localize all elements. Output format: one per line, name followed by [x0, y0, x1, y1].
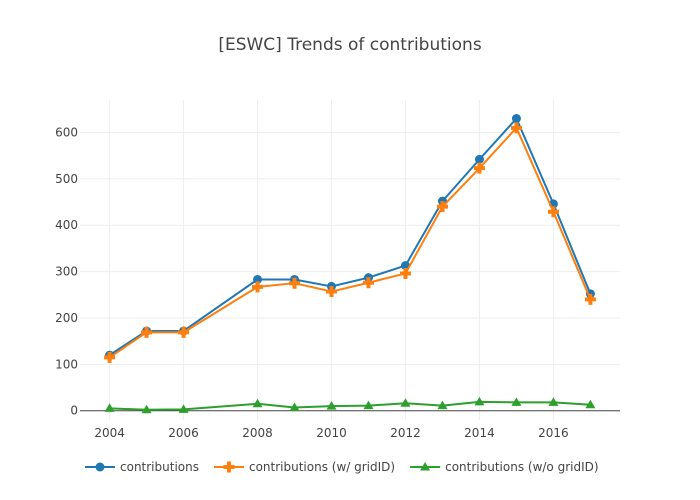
data-point	[437, 400, 448, 410]
series-layer	[104, 114, 596, 414]
data-point	[141, 404, 152, 414]
y-tick-label: 200	[55, 311, 78, 325]
x-tick-label: 2014	[464, 426, 495, 440]
data-point	[289, 402, 300, 411]
data-point	[436, 201, 448, 213]
legend-item[interactable]: contributions	[85, 460, 199, 474]
data-point	[363, 400, 374, 410]
x-tick-label: 2010	[316, 426, 347, 440]
gridlines	[80, 100, 620, 420]
x-tick-label: 2008	[242, 426, 273, 440]
data-point	[178, 404, 189, 413]
legend-label: contributions	[120, 460, 199, 474]
axes: 2004 2006 2008 2010 2012 2014 2016 0 100 200 300 40…	[55, 125, 620, 440]
legend-marker-icon	[95, 462, 105, 472]
data-point	[548, 397, 559, 406]
legend-item[interactable]: contributions (w/ gridID)	[213, 460, 395, 474]
legend-item[interactable]: contributions (w/o gridID)	[410, 460, 599, 474]
series-2	[104, 122, 596, 363]
data-point	[104, 351, 116, 363]
data-point	[252, 281, 264, 293]
data-point	[585, 399, 596, 409]
data-point	[511, 397, 522, 406]
x-tick-label: 2004	[94, 426, 125, 440]
series-line	[109, 126, 592, 359]
data-point	[399, 267, 411, 279]
legend-marker-icon	[420, 462, 431, 471]
legend-marker-icon	[223, 461, 235, 473]
x-tick-label: 2012	[390, 426, 421, 440]
y-tick-label: 0	[70, 404, 78, 418]
data-point	[252, 398, 263, 408]
data-point	[474, 396, 485, 406]
data-point	[326, 286, 338, 298]
data-point	[474, 154, 484, 164]
legend-label: contributions (w/o gridID)	[445, 460, 598, 474]
data-point	[289, 277, 301, 289]
data-point	[510, 122, 522, 134]
y-tick-label: 500	[55, 172, 78, 186]
x-tick-label: 2006	[168, 426, 199, 440]
legend-label: contributions (w/ gridID)	[249, 460, 395, 474]
data-point	[547, 206, 559, 218]
y-tick-label: 600	[55, 125, 78, 139]
data-point	[584, 293, 596, 305]
data-point	[511, 114, 521, 124]
series-3	[104, 396, 596, 414]
data-point	[141, 326, 153, 338]
series-line	[109, 117, 592, 356]
data-point	[104, 403, 115, 412]
chart-title: [ESWC] Trends of contributions	[218, 35, 481, 55]
data-point	[362, 277, 374, 289]
data-point	[400, 398, 411, 407]
y-tick-label: 400	[55, 218, 78, 232]
data-point	[473, 162, 485, 174]
series-1	[105, 114, 595, 360]
data-point	[326, 401, 337, 410]
data-point	[178, 326, 190, 338]
y-tick-label: 100	[55, 357, 78, 371]
y-tick-label: 300	[55, 265, 78, 279]
legend[interactable]: contributions contributions (w/ gridID) co…	[85, 460, 599, 474]
x-tick-label: 2016	[538, 426, 569, 440]
data-point	[253, 274, 263, 284]
